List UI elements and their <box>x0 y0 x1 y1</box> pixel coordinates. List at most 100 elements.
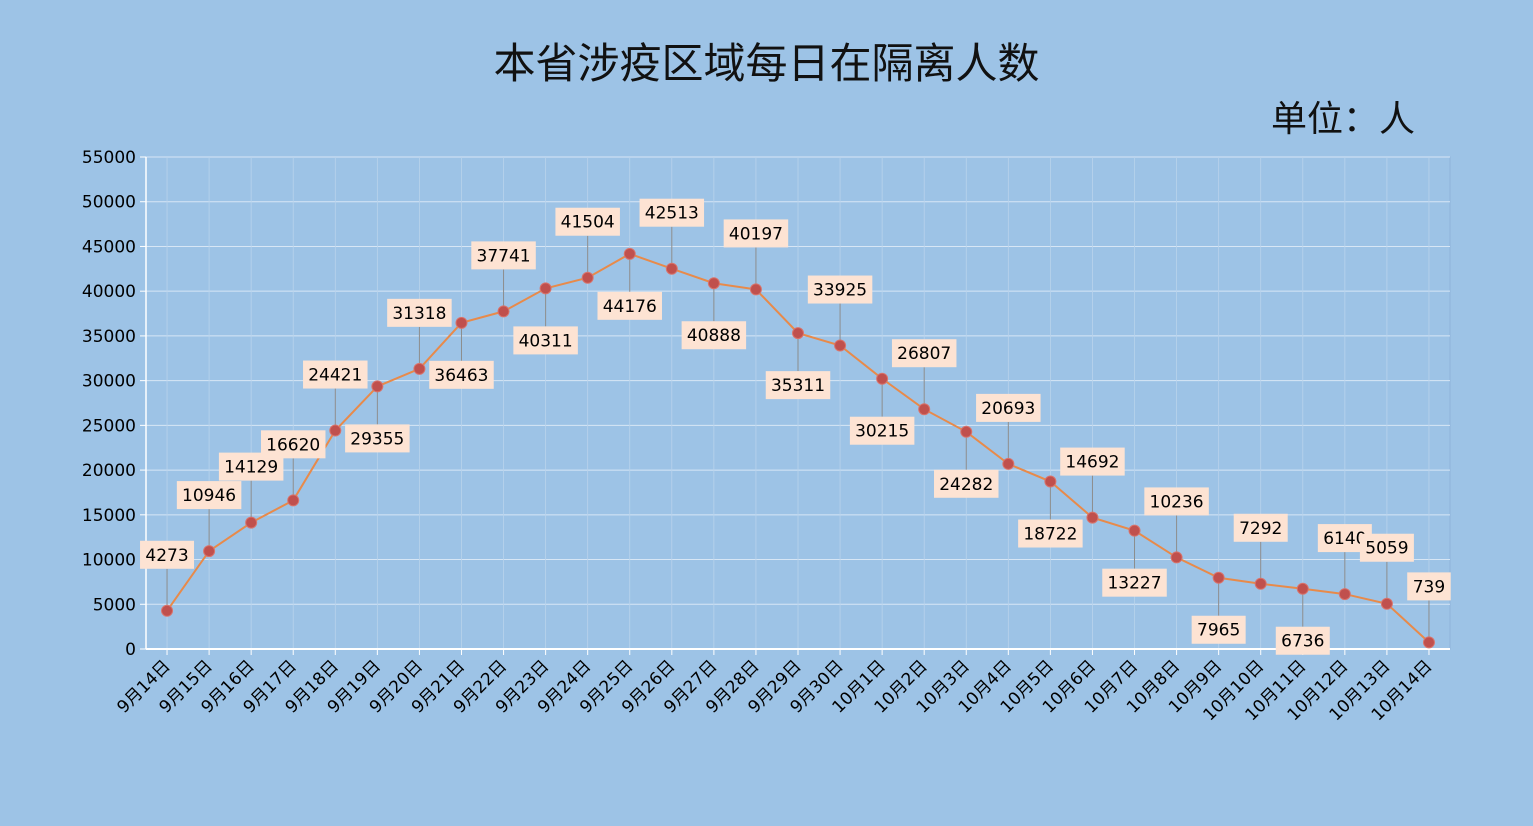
data-label: 14692 <box>1060 447 1125 476</box>
data-point <box>707 277 720 290</box>
data-label-text: 739 <box>1413 577 1445 597</box>
data-label-text: 4273 <box>145 546 188 566</box>
data-labels: 4273 10946 14129 16620 24421 29355 31318 36463 3… <box>140 198 1451 655</box>
data-point <box>834 339 847 352</box>
data-label: 35311 <box>765 371 831 400</box>
data-point <box>1380 597 1393 610</box>
data-label: 30215 <box>849 416 915 445</box>
data-label-text: 33925 <box>813 281 867 301</box>
chart-title: 本省涉疫区域每日在隔离人数 <box>493 39 1040 88</box>
data-label-text: 7292 <box>1239 519 1282 539</box>
y-tick-label: 10000 <box>82 551 136 571</box>
data-label-box <box>471 241 536 270</box>
data-label-text: 18722 <box>1023 525 1077 545</box>
data-label-box <box>1275 626 1330 655</box>
data-label-box <box>1359 533 1414 562</box>
data-point <box>1086 511 1099 524</box>
data-label-box <box>303 360 368 389</box>
data-point <box>1044 475 1057 488</box>
data-label-text: 16620 <box>266 435 320 455</box>
y-tick-label: 5000 <box>93 595 136 615</box>
data-label: 40197 <box>723 219 789 248</box>
data-point <box>329 424 342 437</box>
data-label-text: 14129 <box>224 458 278 478</box>
data-point <box>1170 551 1183 564</box>
data-label-text: 41504 <box>561 213 615 233</box>
data-label-box <box>1407 572 1451 601</box>
data-point <box>1296 582 1309 595</box>
data-label-box <box>429 360 494 389</box>
data-point <box>960 425 973 438</box>
data-label-text: 31318 <box>392 304 446 324</box>
gridlines <box>146 156 1450 649</box>
data-point <box>1212 571 1225 584</box>
unit-label: 单位：人 <box>1270 99 1415 140</box>
data-label-text: 20693 <box>981 399 1035 419</box>
data-point <box>497 305 510 318</box>
data-label: 7292 <box>1233 513 1288 542</box>
data-label-box <box>934 469 999 498</box>
data-label-box <box>1060 447 1125 476</box>
y-tick-label: 30000 <box>82 372 136 392</box>
data-label: 24282 <box>934 469 999 498</box>
data-label: 40888 <box>681 321 747 350</box>
data-label-box <box>976 393 1041 422</box>
data-point <box>161 604 174 617</box>
data-label-text: 6736 <box>1281 632 1324 652</box>
data-label: 739 <box>1407 572 1451 601</box>
y-tick-label: 0 <box>125 640 136 660</box>
data-point <box>1002 457 1015 470</box>
y-axis: 0 5000 10000 15000 20000 25000 30000 35000 40000… <box>82 148 147 660</box>
data-label-box <box>140 540 195 569</box>
x-axis: 9月14日9月15日9月16日9月17日9月18日9月19日9月20日9月21日… <box>113 648 1450 725</box>
data-label: 29355 <box>345 424 410 453</box>
data-label: 26807 <box>891 339 957 368</box>
data-label: 10946 <box>176 481 242 510</box>
data-point <box>245 516 258 529</box>
data-label-box <box>387 298 452 327</box>
data-point <box>876 372 889 385</box>
data-point <box>792 327 804 340</box>
data-label-box <box>260 430 326 459</box>
y-tick-label: 15000 <box>82 506 136 526</box>
data-label: 36463 <box>429 360 494 389</box>
data-label-text: 5059 <box>1365 539 1408 559</box>
data-label-box <box>681 321 747 350</box>
data-label: 24421 <box>303 360 368 389</box>
data-label-box <box>723 219 789 248</box>
data-point <box>1422 636 1435 649</box>
data-label-box <box>639 198 705 227</box>
data-label-text: 13227 <box>1107 574 1161 594</box>
y-tick-label: 35000 <box>82 327 136 347</box>
data-label: 40311 <box>513 326 578 355</box>
data-point <box>455 316 468 329</box>
y-tick-label: 20000 <box>82 461 136 481</box>
data-label-box <box>597 291 662 320</box>
data-point <box>623 247 636 260</box>
data-point <box>918 403 931 416</box>
data-point <box>287 494 300 507</box>
data-label: 6736 <box>1275 626 1330 655</box>
data-point <box>1338 588 1351 601</box>
data-point <box>413 362 426 375</box>
data-label-text: 42513 <box>645 204 699 224</box>
data-label-box <box>807 275 873 304</box>
data-label-text: 36463 <box>434 366 488 386</box>
data-label: 37741 <box>471 241 536 270</box>
data-label-text: 40197 <box>729 224 783 244</box>
data-point <box>665 262 678 275</box>
data-label-text: 14692 <box>1065 453 1119 473</box>
data-label-text: 24421 <box>308 366 362 386</box>
data-label-text: 35311 <box>771 376 825 396</box>
data-label: 7965 <box>1191 615 1246 644</box>
label-leader-lines <box>166 226 1430 643</box>
data-label-box <box>345 424 410 453</box>
y-tick-label: 55000 <box>82 148 136 168</box>
data-label: 5059 <box>1359 533 1414 562</box>
y-tick-label: 45000 <box>82 237 136 257</box>
data-label-box <box>513 326 578 355</box>
data-label: 4273 <box>140 540 195 569</box>
data-label-box <box>891 339 957 368</box>
data-label: 31318 <box>387 298 452 327</box>
